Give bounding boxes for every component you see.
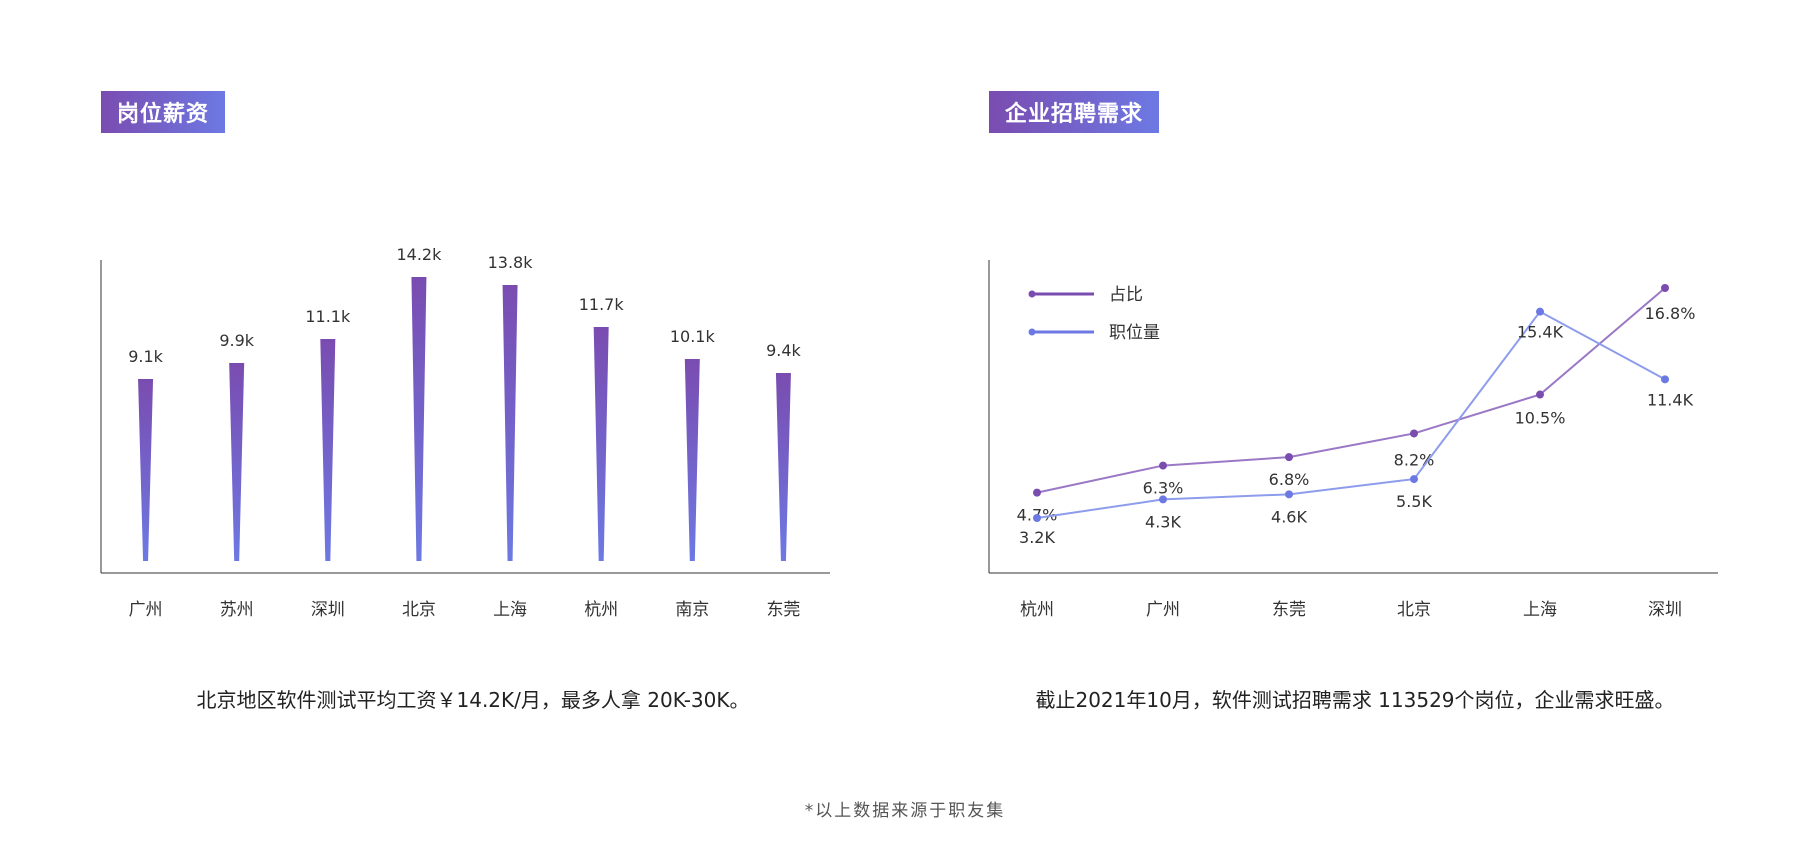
demand-series-line-0	[1036, 287, 1666, 494]
legend-item-share: 占比	[1028, 285, 1143, 305]
demand-point-label-1-0: 3.2K	[1019, 528, 1055, 547]
demand-point-1-2	[1285, 490, 1293, 499]
legend-label-positions: 职位量	[1109, 323, 1160, 343]
salary-bars: 9.1k 广州 9.9k 苏州 11.1k 深圳 14.2k 北京 13.8k 上海 11.7k 杭州…	[128, 245, 801, 620]
salary-bar-7	[775, 373, 791, 561]
demand-x-tick-1: 广州	[1146, 600, 1180, 620]
salary-x-tick-4: 上海	[493, 600, 527, 620]
demand-x-tick-2: 东莞	[1272, 600, 1306, 620]
salary-bar-2	[320, 339, 336, 561]
demand-legend: 占比 职位量	[1028, 285, 1160, 343]
salary-bar-label-4: 13.8k	[488, 253, 534, 272]
salary-bar-4	[502, 285, 518, 561]
salary-x-tick-3: 北京	[402, 600, 436, 620]
demand-x-tick-3: 北京	[1397, 600, 1431, 620]
demand-point-1-4	[1536, 307, 1544, 316]
demand-point-0-5	[1661, 284, 1669, 292]
salary-bar-label-3: 14.2k	[396, 245, 442, 264]
demand-section-tag: 企业招聘需求	[989, 91, 1160, 133]
demand-lines: 杭州广州东莞北京上海深圳4.7%6.3%6.8%8.2%10.5%16.8%3.…	[1017, 284, 1696, 620]
salary-section-tag: 岗位薪资	[101, 91, 226, 133]
demand-x-tick-4: 上海	[1523, 600, 1557, 620]
salary-caption: 北京地区软件测试平均工资￥14.2K/月，最多人拿 20K-30K。	[196, 688, 750, 712]
salary-bar-1	[229, 363, 245, 561]
demand-point-0-1	[1159, 461, 1167, 470]
demand-point-1-5	[1661, 375, 1669, 384]
demand-point-1-1	[1159, 495, 1167, 504]
demand-x-tick-0: 杭州	[1020, 600, 1054, 620]
legend-marker-positions	[1028, 328, 1036, 336]
demand-point-1-3	[1410, 475, 1418, 484]
salary-bar-label-7: 9.4k	[766, 341, 801, 360]
salary-bar-0	[138, 379, 154, 561]
salary-bar-5	[593, 327, 609, 561]
data-source-footnote: *以上数据来源于职友集	[804, 801, 1006, 821]
salary-bar-label-0: 9.1k	[128, 347, 163, 366]
salary-x-tick-6: 南京	[675, 600, 709, 620]
demand-caption: 截止2021年10月，软件测试招聘需求 113529个岗位，企业需求旺盛。	[1035, 688, 1675, 712]
salary-bar-label-1: 9.9k	[219, 331, 254, 350]
salary-bar-6	[684, 359, 700, 561]
demand-point-label-0-4: 10.5%	[1515, 409, 1566, 428]
demand-point-label-1-2: 4.6K	[1271, 507, 1307, 526]
demand-point-label-0-5: 16.8%	[1645, 304, 1696, 323]
salary-bar-label-6: 10.1k	[670, 327, 716, 346]
demand-point-label-1-3: 5.5K	[1396, 492, 1432, 511]
salary-x-tick-5: 杭州	[584, 600, 618, 620]
salary-x-tick-2: 深圳	[311, 600, 345, 620]
demand-series-line-1	[1036, 310, 1666, 519]
demand-point-label-1-4: 15.4K	[1517, 323, 1564, 342]
demand-point-label-1-5: 11.4K	[1647, 390, 1694, 409]
salary-bar-label-2: 11.1k	[305, 307, 351, 326]
salary-bar-3	[411, 277, 427, 561]
demand-point-label-0-1: 6.3%	[1143, 479, 1184, 498]
demand-point-0-2	[1285, 453, 1293, 462]
salary-bar-label-5: 11.7k	[579, 295, 625, 314]
demand-point-0-4	[1536, 390, 1544, 399]
legend-marker-share	[1028, 290, 1036, 298]
demand-point-1-0	[1033, 514, 1041, 522]
legend-label-share: 占比	[1109, 285, 1143, 305]
salary-x-tick-0: 广州	[129, 600, 163, 620]
demand-x-tick-5: 深圳	[1648, 600, 1682, 620]
demand-point-0-0	[1033, 488, 1041, 497]
demand-point-label-1-1: 4.3K	[1145, 512, 1181, 531]
legend-item-positions: 职位量	[1028, 323, 1160, 343]
demand-point-label-0-2: 6.8%	[1269, 470, 1310, 489]
salary-x-tick-1: 苏州	[220, 600, 254, 620]
salary-x-tick-7: 东莞	[766, 600, 800, 620]
demand-point-0-3	[1410, 429, 1418, 438]
